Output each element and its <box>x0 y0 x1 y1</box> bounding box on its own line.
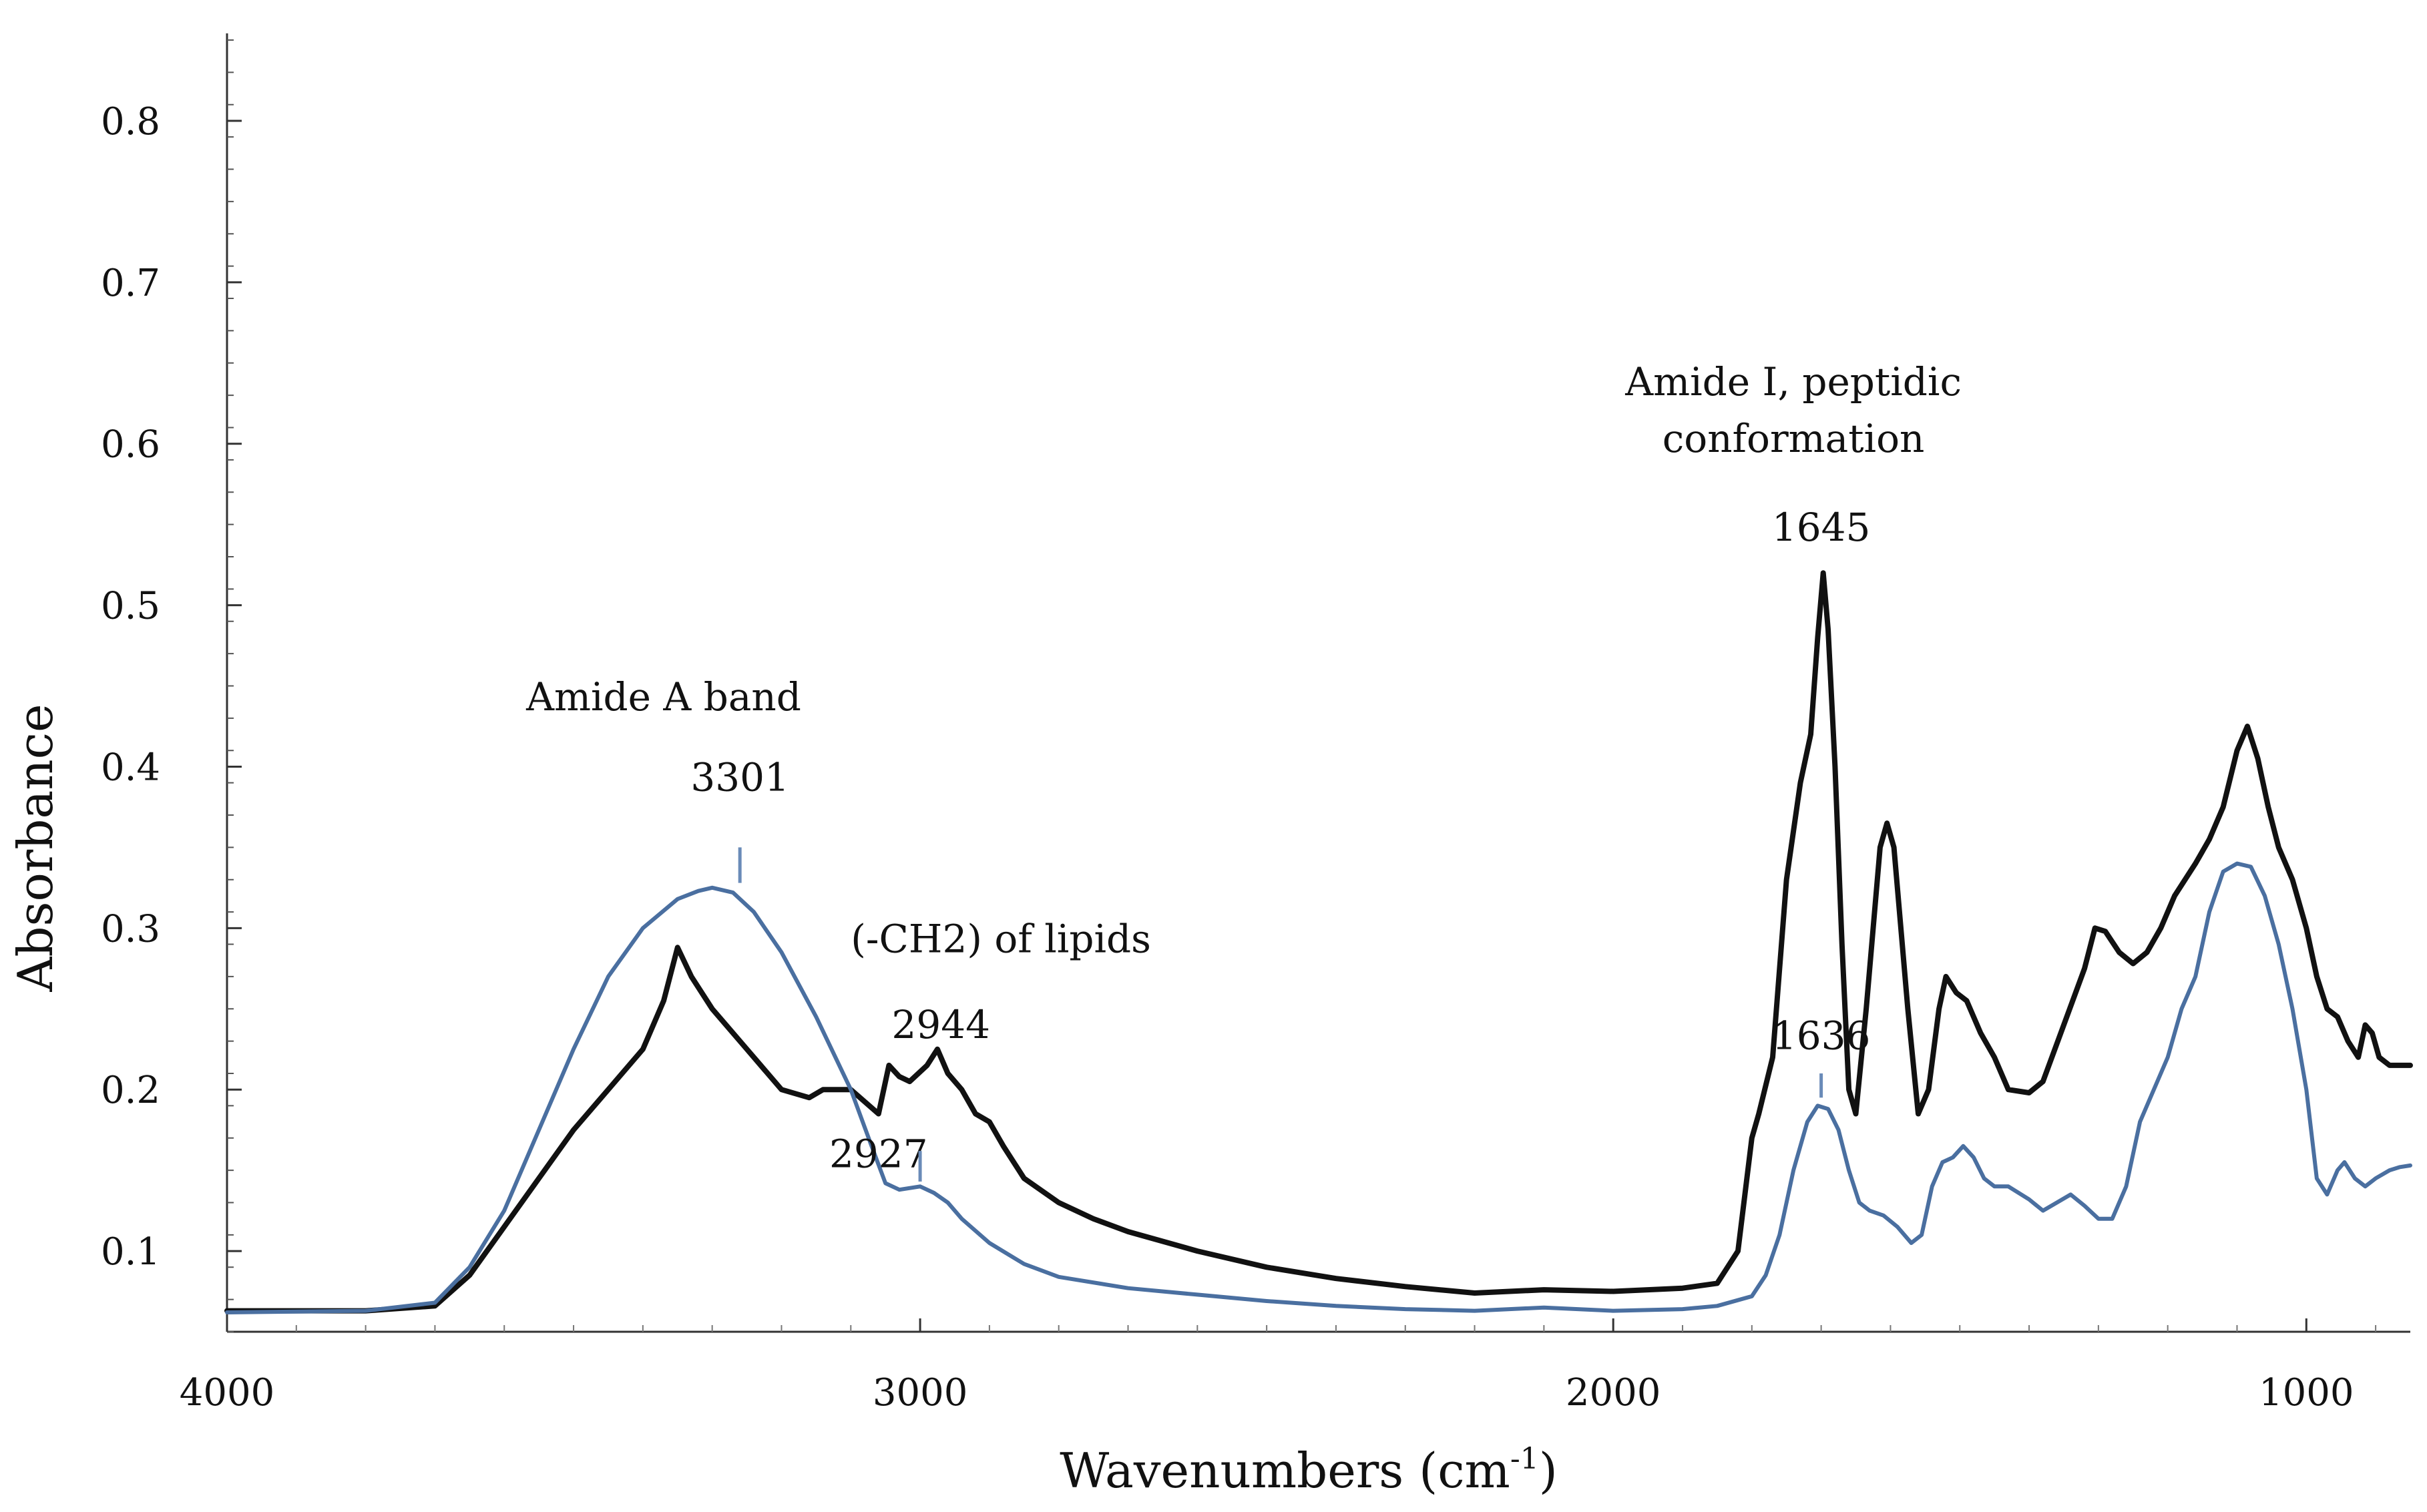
annotation-label: Amide A band <box>525 674 801 720</box>
axis-titles: Absorbance Wavenumbers (cm-1) <box>7 704 1558 1499</box>
x-tick-label: 3000 <box>873 1371 968 1415</box>
annotation-label: Amide I, peptidic <box>1624 359 1962 405</box>
x-axis-title: Wavenumbers (cm-1) <box>1060 1442 1558 1499</box>
annotation-layer: Amide A band 3301 (-CH2) of lipids 2944 2927… <box>525 359 1962 1182</box>
y-tick-label: 0.8 <box>101 100 160 144</box>
annotation-label: 2944 <box>891 1002 990 1047</box>
x-tick-label: 4000 <box>180 1371 275 1415</box>
y-tick-label: 0.7 <box>101 262 160 305</box>
y-tick-label: 0.2 <box>101 1069 160 1112</box>
annotation-label: 1645 <box>1772 505 1871 550</box>
x-axis-title-superscript: -1 <box>1510 1442 1539 1476</box>
y-tick-label: 0.3 <box>101 907 160 951</box>
x-tick-label: 2000 <box>1566 1371 1661 1415</box>
y-tick-label: 0.1 <box>101 1230 160 1274</box>
y-axis-title: Absorbance <box>7 704 63 992</box>
annotation-label: conformation <box>1663 416 1925 461</box>
annotation-label: 2927 <box>829 1131 928 1176</box>
series-line-black <box>224 570 2413 1314</box>
y-tick-label: 0.6 <box>101 423 160 467</box>
x-axis-title-main: Wavenumbers (cm <box>1060 1443 1510 1499</box>
annotation-label: 1636 <box>1772 1013 1871 1059</box>
y-tick-label: 0.5 <box>101 585 160 628</box>
x-tick-label: 1000 <box>2259 1371 2354 1415</box>
y-tick-label: 0.4 <box>101 746 160 789</box>
axes: 0.1 0.2 0.3 0.4 0.5 0.6 0.7 0.8 4000 3000 2000 1000 <box>101 33 2410 1415</box>
series-layer <box>224 570 2413 1314</box>
x-axis-title-close: ) <box>1539 1443 1558 1499</box>
annotation-label: 3301 <box>690 755 789 800</box>
series-line-blue <box>225 861 2412 1314</box>
annotation-label: (-CH2) of lipids <box>851 917 1151 962</box>
